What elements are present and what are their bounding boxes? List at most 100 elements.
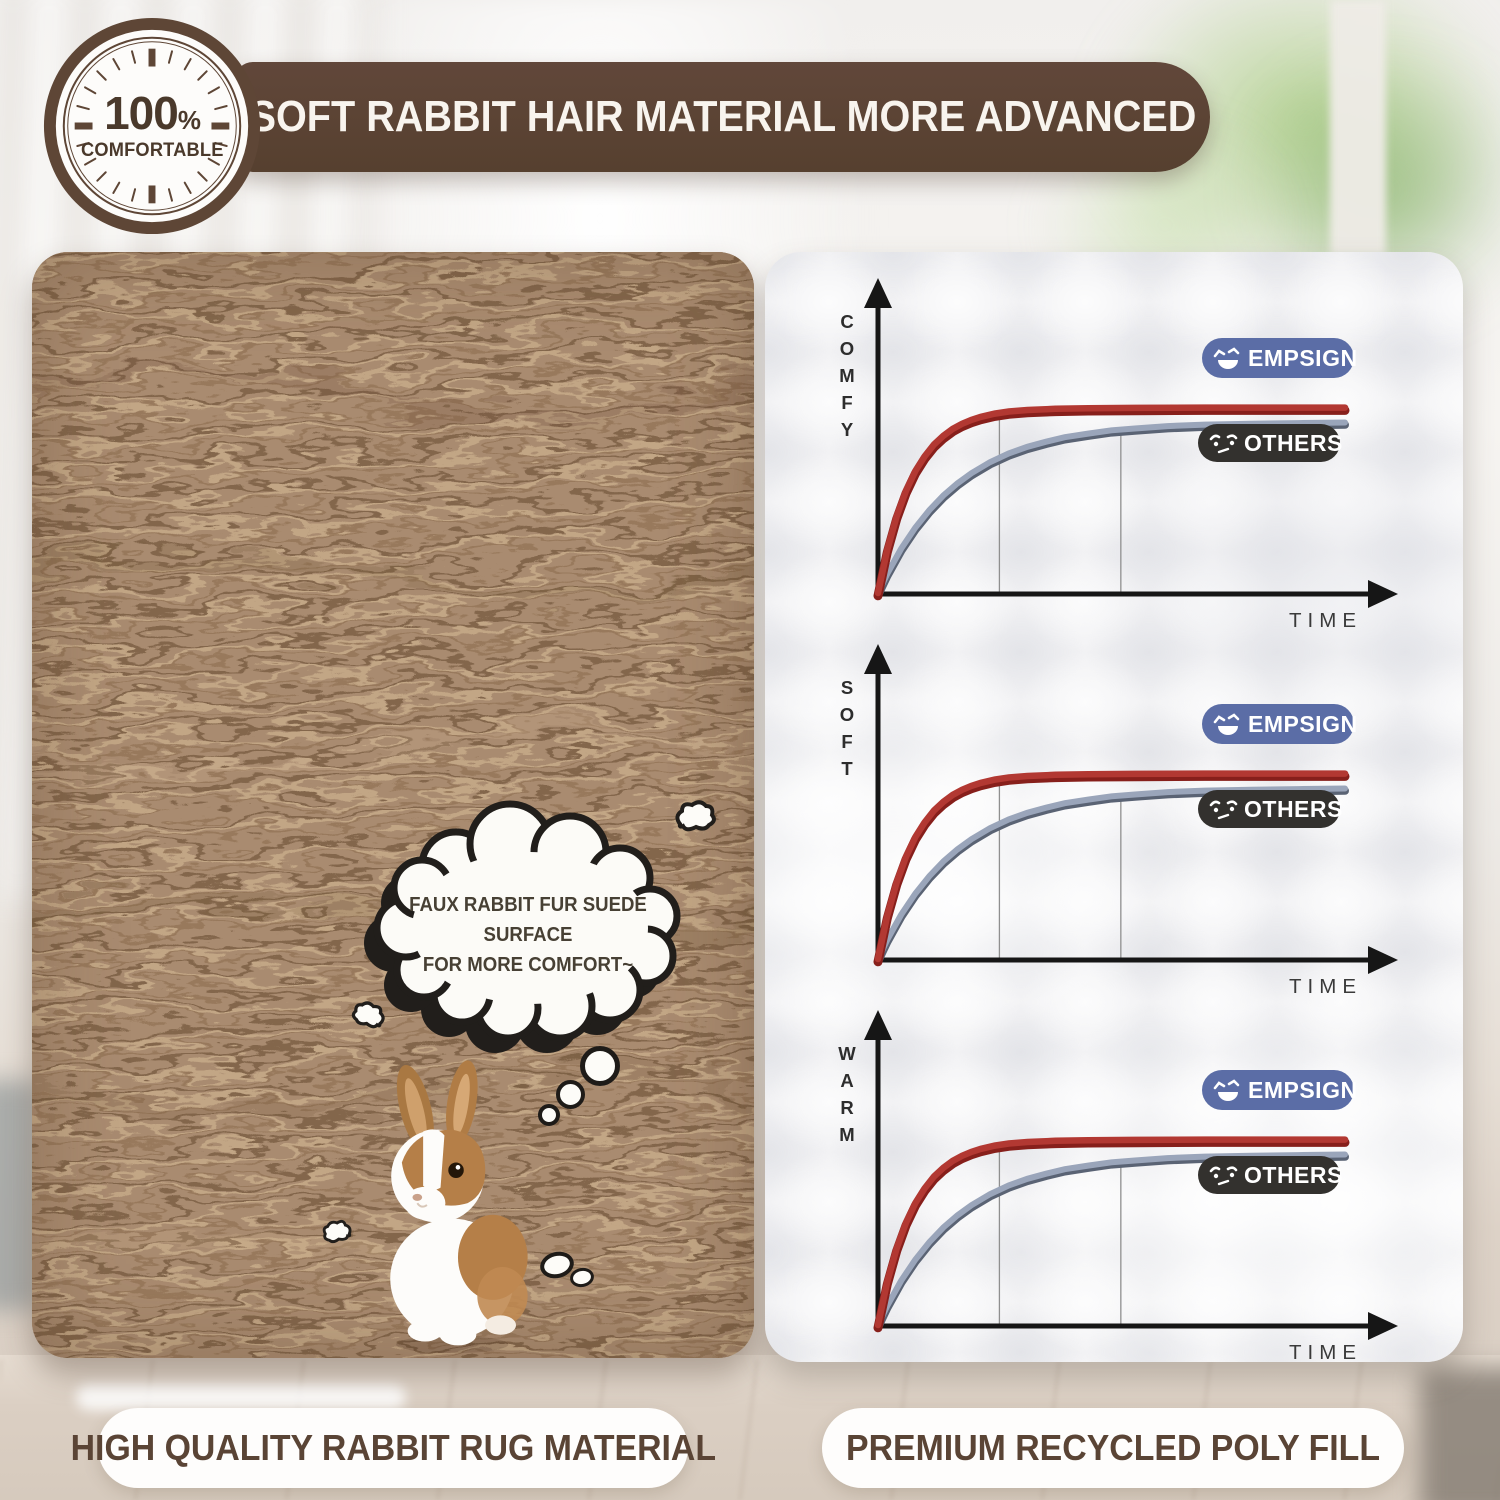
legend-pill (1202, 338, 1354, 378)
svg-text:R: R (840, 1097, 853, 1118)
svg-text:Y: Y (841, 419, 854, 440)
clock-tick (84, 157, 97, 166)
others-curve (875, 785, 1348, 963)
empsign-curve (874, 404, 1349, 597)
x-axis-label: TIME (1289, 609, 1362, 632)
winking-face-icon (1213, 713, 1240, 735)
badge-text: 100% COMFORTABLE (38, 12, 266, 240)
clock-tick (130, 50, 137, 64)
svg-text:F: F (841, 392, 852, 413)
legend-pill (1198, 424, 1340, 462)
clock-tick (214, 104, 228, 111)
thought-bubble: FAUX RABBIT FUR SUEDE SURFACE FOR MORE C… (358, 792, 698, 1072)
title-banner: SOFT RABBIT HAIR MATERIAL MORE ADVANCED (235, 62, 1210, 172)
axes (864, 278, 1398, 608)
puff-doodle-icon (351, 1001, 385, 1029)
clock-tick (197, 171, 208, 182)
svg-text:M: M (839, 365, 854, 386)
svg-text:W: W (838, 1043, 856, 1064)
y-axis-arrow (864, 278, 892, 308)
legend-label: EMPSIGN (1248, 711, 1358, 737)
fur-texture (32, 252, 754, 1358)
empsign-curve (874, 1136, 1349, 1329)
legend-label: OTHERS (1244, 430, 1343, 456)
others-curve (875, 419, 1348, 597)
svg-text:O: O (840, 338, 854, 359)
svg-text:S: S (841, 677, 853, 698)
legend-empsign: EMPSIGN (1202, 704, 1358, 744)
legend-pill (1198, 1156, 1340, 1194)
legend-others: OTHERS (1198, 424, 1343, 462)
clock-tick (76, 141, 90, 148)
thought-bubble-dot (556, 1080, 585, 1109)
legend-others: OTHERS (1198, 1156, 1342, 1194)
rabbit-photo (390, 1060, 528, 1354)
badge-number: 100 (104, 87, 179, 139)
x-axis-arrow (1368, 946, 1398, 974)
y-axis-arrow (864, 1010, 892, 1040)
badge-percent: % (177, 105, 201, 135)
badge-value: 100% (104, 87, 201, 139)
chart-warm: W A R M TIME EMPSIGN OTHERS (800, 996, 1420, 1362)
legend-label: EMPSIGN (1248, 1077, 1358, 1103)
x-axis-arrow (1368, 1312, 1398, 1340)
svg-text:O: O (840, 704, 854, 725)
clock-tick (183, 181, 192, 194)
clock-tick (84, 86, 97, 95)
clock-tick (76, 104, 90, 111)
clock-tick (167, 50, 174, 64)
clock-tick (183, 58, 192, 71)
legend-pill (1202, 704, 1354, 744)
puff-doodle-icon (322, 1219, 352, 1244)
others-curve (875, 1151, 1348, 1329)
clock-tick (112, 181, 121, 194)
clock-tick (96, 70, 107, 81)
clock-badge-icon (43, 17, 261, 235)
badge-label: COMFORTABLE (80, 140, 224, 161)
empsign-curve (874, 770, 1349, 963)
legend-pill (1202, 1070, 1354, 1110)
legend-label: OTHERS (1244, 796, 1343, 822)
legend-empsign: EMPSIGN (1202, 1070, 1358, 1110)
clock-tick (112, 58, 121, 71)
svg-text:C: C (840, 311, 853, 332)
svg-text:F: F (841, 731, 852, 752)
axes (864, 644, 1398, 974)
puff-doodle-icon (675, 800, 716, 832)
unamused-face-icon (1209, 434, 1238, 454)
y-axis-arrow (864, 644, 892, 674)
clock-tick (96, 171, 107, 182)
background-window-frame (1330, 0, 1386, 256)
legend-others: OTHERS (1198, 790, 1343, 828)
x-axis-arrow (1368, 580, 1398, 608)
clock-tick (167, 188, 174, 202)
background-shelf (76, 1384, 406, 1410)
caption-right-text: PREMIUM RECYCLED POLY FILL (846, 1427, 1380, 1468)
axes (864, 1010, 1398, 1340)
poly-fill-panel: C O M F Y TIME EMPSIGN OTHERS S O F T TIME EMPSIGN OT… (765, 252, 1463, 1362)
winking-face-icon (1213, 1079, 1240, 1101)
legend-empsign: EMPSIGN (1202, 338, 1357, 378)
thought-bubble-dot (538, 1104, 560, 1126)
clock-ticks (74, 48, 230, 204)
comfort-badge: 100% COMFORTABLE (38, 12, 266, 240)
y-axis-label: SOFT (840, 677, 854, 779)
line-chart-soft: SOFT TIME EMPSIGN OTHERS (840, 644, 1398, 998)
svg-text:M: M (839, 1124, 854, 1145)
caption-right-pill: PREMIUM RECYCLED POLY FILL (822, 1408, 1404, 1488)
thought-cloud-shape (364, 800, 681, 1053)
background-furniture (1420, 1368, 1500, 1500)
clock-tick (207, 86, 220, 95)
clock-tick (197, 70, 208, 81)
caption-left-pill: HIGH QUALITY RABBIT RUG MATERIAL (70, 1408, 716, 1488)
clock-tick (130, 188, 137, 202)
legend-pill (1198, 790, 1340, 828)
clock-tick (214, 141, 228, 148)
chart-comfy: C O M F Y TIME EMPSIGN OTHERS (800, 264, 1420, 636)
svg-text:T: T (841, 758, 853, 779)
bubble-line-1: FAUX RABBIT FUR SUEDE SURFACE (409, 894, 647, 946)
